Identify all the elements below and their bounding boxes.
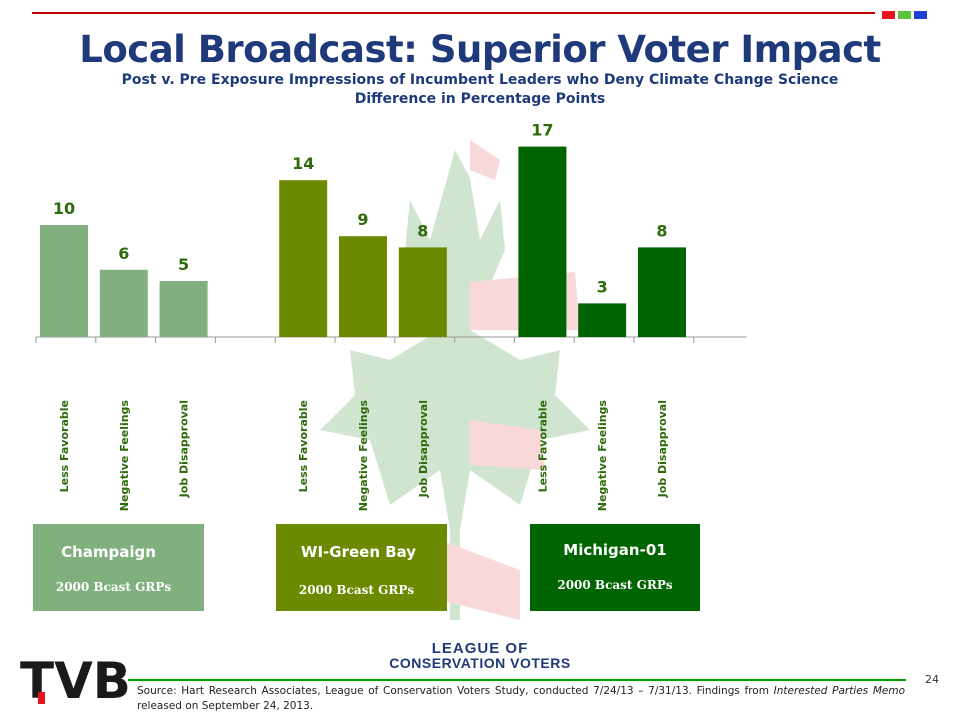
bar: [279, 180, 328, 337]
bar: [339, 236, 387, 337]
group-subtitle-michigan: 2000 Bcast GRPs: [557, 578, 673, 592]
tick-label: Negative Feelings: [357, 400, 370, 512]
data-label: 8: [417, 221, 428, 240]
group-box-michigan: Michigan-01 2000 Bcast GRPs: [530, 524, 700, 611]
data-label: 8: [656, 221, 667, 240]
page-number: 24: [925, 673, 939, 686]
group-subtitle-green-bay: 2000 Bcast GRPs: [298, 583, 415, 597]
data-label: 14: [292, 154, 314, 173]
bar: [99, 269, 148, 337]
chart-subtitle-line1: Post v. Pre Exposure Impressions of Incu…: [121, 72, 839, 88]
corner-square-blue: [914, 11, 927, 19]
lcv-logo-line2: CONSERVATION VOTERS: [389, 655, 571, 671]
tick-label: Negative Feelings: [118, 400, 131, 512]
group-box-champaign: Champaign 2000 Bcast GRPs: [33, 524, 204, 611]
corner-square-red: [882, 11, 895, 19]
page-title: Local Broadcast: Superior Voter Impact: [79, 28, 881, 71]
source-note-text: Source: Hart Research Associates, League…: [137, 685, 905, 712]
top-rule: [32, 12, 875, 14]
tick-label: Job Disapproval: [178, 400, 191, 498]
bar: [398, 247, 447, 337]
group-subtitle-champaign: 2000 Bcast GRPs: [55, 580, 172, 594]
corner-square-green: [898, 11, 911, 19]
source-note: Source: Hart Research Associates, League…: [137, 684, 905, 714]
tick-label: Less Favorable: [536, 400, 549, 492]
data-label: 17: [531, 121, 553, 140]
chart-subtitle-line2: Difference in Percentage Points: [354, 91, 606, 107]
tick-label: Less Favorable: [297, 400, 310, 492]
tick-label: Job Disapproval: [656, 400, 669, 498]
data-label: 3: [597, 277, 608, 296]
tvb-logo-text: TVB: [20, 652, 128, 704]
group-name-michigan: Michigan-01: [563, 541, 667, 559]
bar: [638, 247, 686, 337]
group-box-green-bay: WI-Green Bay 2000 Bcast GRPs: [276, 524, 447, 611]
data-label: 6: [118, 244, 129, 263]
lcv-logo-line1: LEAGUE OF: [431, 640, 529, 657]
group-name-champaign: Champaign: [61, 543, 156, 561]
data-label: 9: [357, 210, 368, 229]
data-label: 5: [178, 255, 189, 274]
group-name-green-bay: WI-Green Bay: [300, 543, 417, 561]
tick-label: Negative Feelings: [596, 400, 609, 512]
bar: [518, 146, 567, 337]
tick-label: Job Disapproval: [417, 400, 430, 498]
bar: [40, 225, 88, 337]
bar: [578, 303, 627, 337]
tick-label: Less Favorable: [58, 400, 71, 492]
bar: [159, 281, 208, 337]
tvb-logo: TVB: [20, 652, 128, 704]
footer-rule: [128, 679, 906, 681]
data-label: 10: [53, 199, 75, 218]
